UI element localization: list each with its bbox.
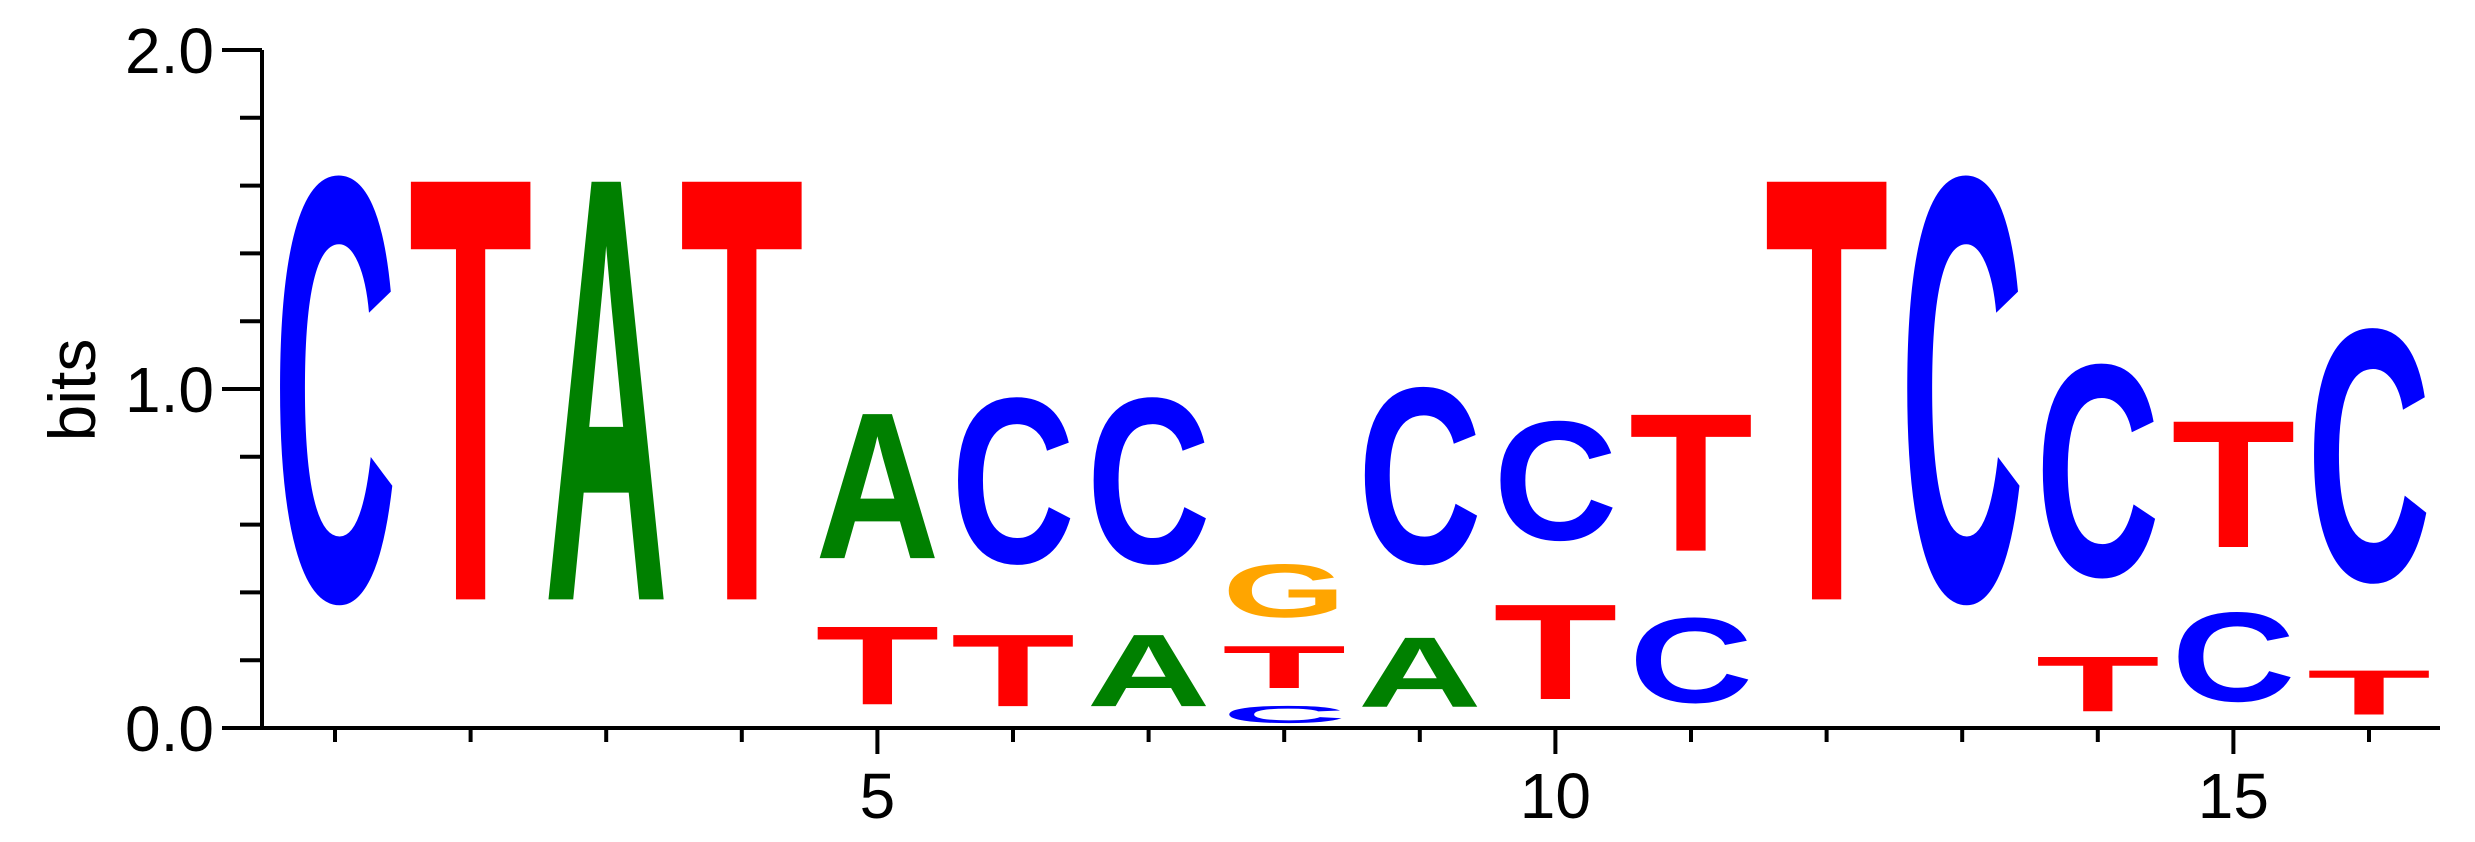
y-axis-label: bits bbox=[35, 339, 109, 442]
logo-letter-a-pos7: A bbox=[1087, 614, 1211, 729]
logo-letter-t-pos11: T bbox=[1629, 373, 1753, 593]
x-tick-label-15: 15 bbox=[2198, 760, 2269, 832]
logo-letter-c-pos8: C bbox=[1222, 701, 1346, 728]
logo-letter-c-pos14: C bbox=[2036, 302, 2160, 640]
logo-letter-c-pos10: C bbox=[1493, 386, 1617, 576]
logo-letter-c-pos13: C bbox=[1900, 50, 2024, 729]
logo-letter-a-pos5: A bbox=[815, 369, 939, 603]
logo-letter-t-pos10: T bbox=[1493, 575, 1617, 728]
logo-letter-c-pos6: C bbox=[951, 348, 1075, 612]
logo-letter-c-pos7: C bbox=[1087, 348, 1211, 612]
logo-letter-c-pos1: C bbox=[273, 50, 397, 729]
logo-letter-t-pos16: T bbox=[2307, 657, 2431, 728]
logo-letter-a-pos9: A bbox=[1358, 616, 1482, 728]
x-tick-label-10: 10 bbox=[1520, 760, 1591, 832]
logo-letter-t-pos2: T bbox=[409, 49, 533, 728]
logo-letter-t-pos4: T bbox=[680, 49, 804, 728]
logo-axes: bits 0.0 1.0 2.0 5 10 15 bbox=[35, 15, 2440, 832]
logo-letter-t-pos14: T bbox=[2036, 640, 2160, 728]
logo-letter-c-pos9: C bbox=[1358, 335, 1482, 617]
logo-letter-c-pos16: C bbox=[2307, 253, 2431, 657]
x-tick-label-5: 5 bbox=[860, 760, 896, 832]
logo-letter-t-pos15: T bbox=[2171, 382, 2295, 586]
y-tick-label: 0.0 bbox=[125, 693, 214, 765]
logo-letter-t-pos5: T bbox=[815, 603, 939, 728]
logo-letter-c-pos15: C bbox=[2171, 586, 2295, 728]
logo-letter-c-pos11: C bbox=[1629, 592, 1753, 728]
logo-letter-g-pos8: G bbox=[1222, 549, 1346, 633]
y-tick-label: 2.0 bbox=[125, 15, 214, 87]
logo-letter-a-pos3: A bbox=[544, 50, 668, 729]
logo-letter-t-pos6: T bbox=[951, 613, 1075, 728]
logo-letter-t-pos12: T bbox=[1765, 49, 1889, 728]
y-tick-label: 1.0 bbox=[125, 354, 214, 426]
logo-letter-t-pos8: T bbox=[1222, 633, 1346, 701]
